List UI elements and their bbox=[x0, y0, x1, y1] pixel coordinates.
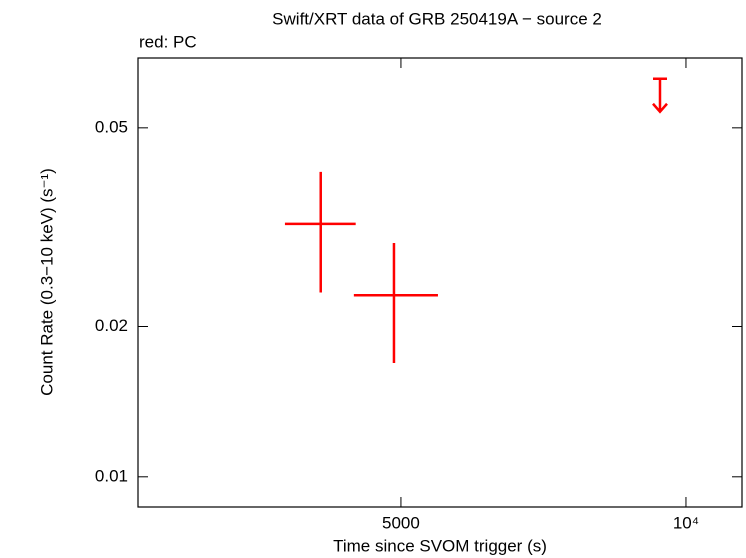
y-tick-label: 0.01 bbox=[95, 466, 128, 485]
chart-title: Swift/XRT data of GRB 250419A − source 2 bbox=[272, 9, 602, 28]
plot-frame bbox=[137, 57, 743, 508]
x-tick-label: 5000 bbox=[382, 513, 420, 532]
y-axis-label: Count Rate (0.3−10 keV) (s⁻¹) bbox=[37, 168, 56, 396]
y-tick-label: 0.05 bbox=[95, 117, 128, 136]
y-tick-label: 0.02 bbox=[95, 316, 128, 335]
upper-limit bbox=[652, 77, 668, 114]
x-axis-label: Time since SVOM trigger (s) bbox=[333, 536, 547, 555]
x-tick-label: 10⁴ bbox=[673, 513, 699, 532]
legend-label: red: PC bbox=[139, 32, 197, 51]
